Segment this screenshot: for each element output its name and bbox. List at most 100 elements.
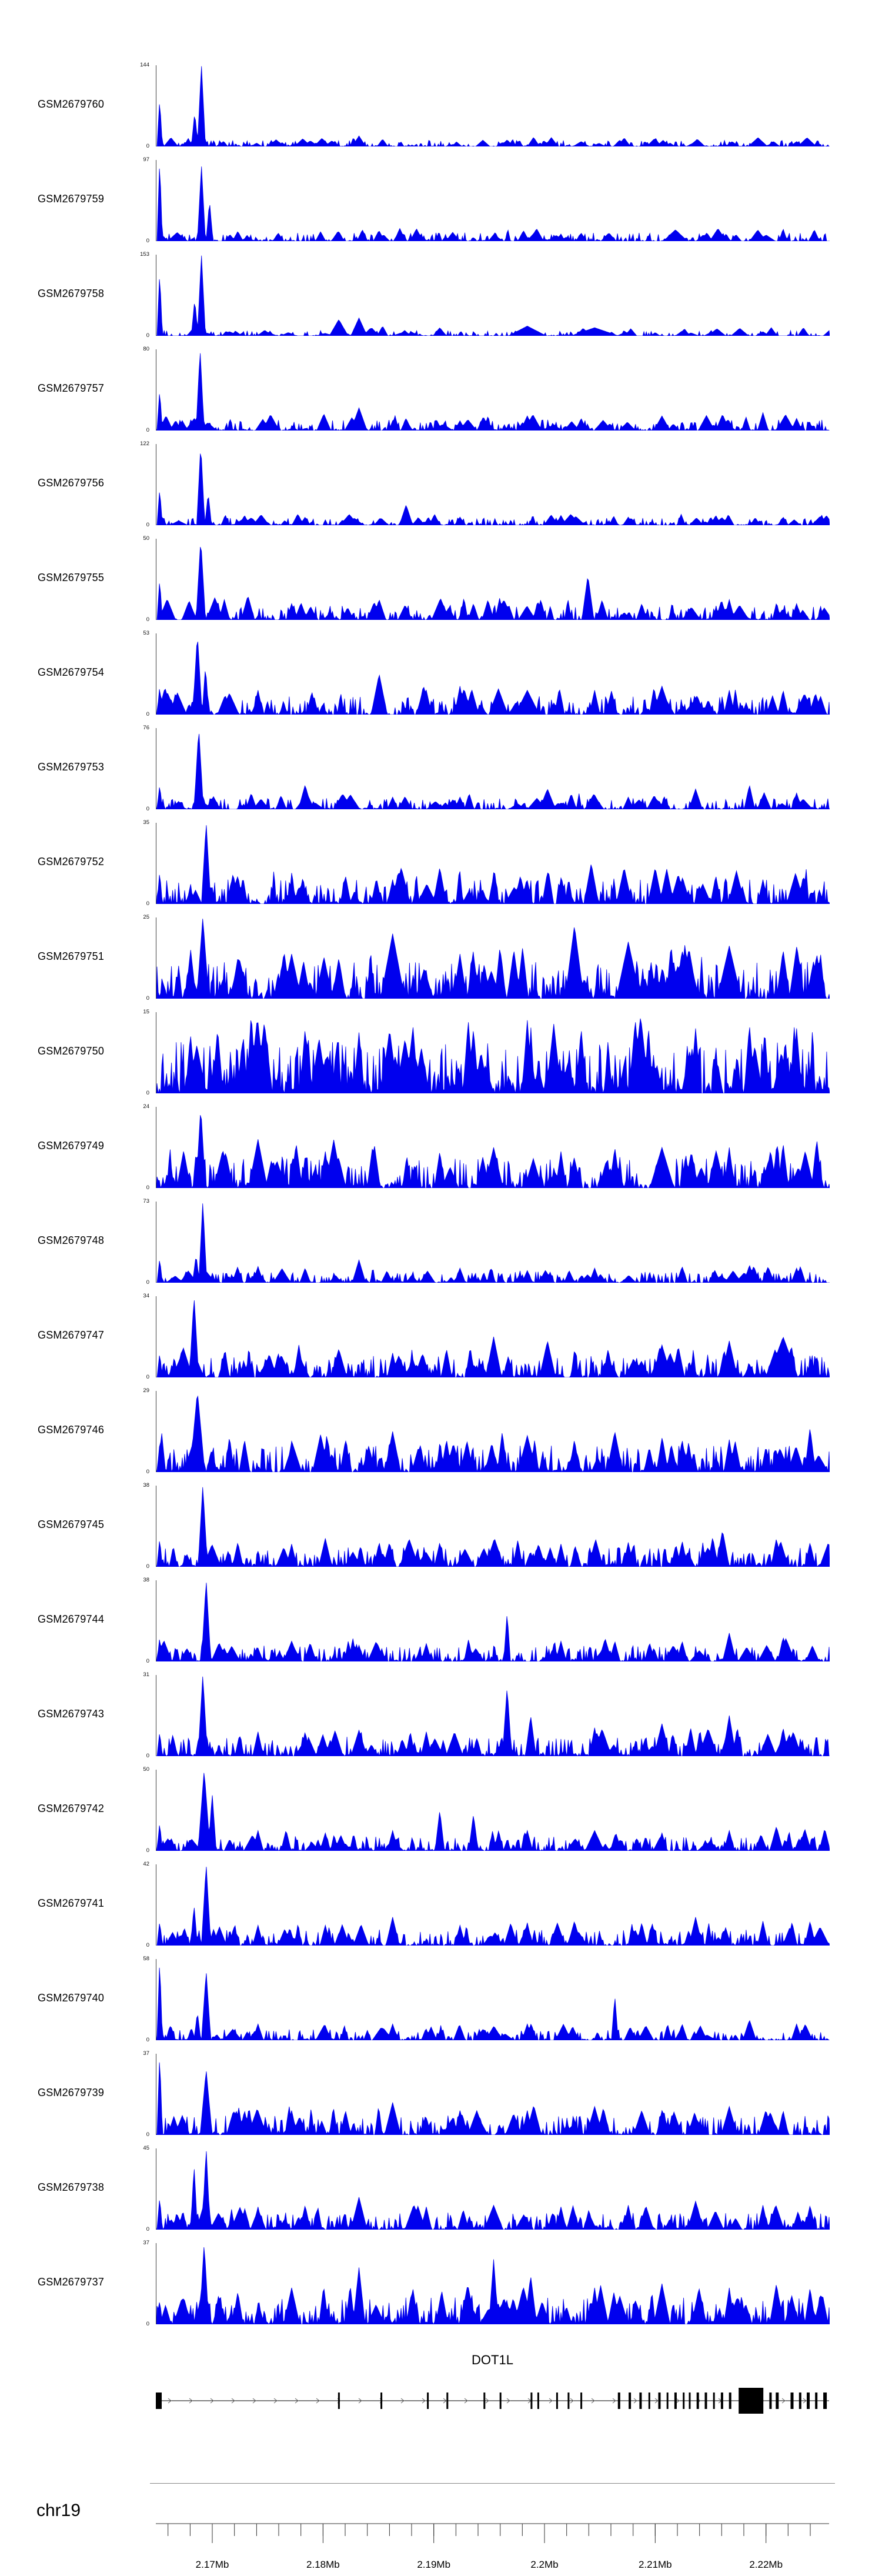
- y-axis-max-label: 122: [140, 441, 149, 447]
- track-label: GSM2679741: [38, 1897, 105, 1909]
- exon-block: [617, 2393, 620, 2409]
- strand-arrow-icon: [358, 2398, 362, 2404]
- coverage-signal-svg: [156, 1018, 830, 1093]
- track-row: GSM2679748 73 0: [0, 1198, 882, 1293]
- exon-block: [639, 2393, 642, 2409]
- coverage-signal-path: [156, 1300, 830, 1377]
- coverage-plot: [156, 1675, 830, 1756]
- coverage-plot: [156, 633, 830, 715]
- exon-block: [683, 2393, 685, 2409]
- y-axis-zero-label: 0: [146, 1279, 149, 1286]
- track-label: GSM2679737: [38, 2276, 105, 2288]
- coverage-signal-svg: [156, 1967, 830, 2040]
- coverage-signal-svg: [156, 1300, 830, 1377]
- y-axis-max-label: 37: [143, 2050, 149, 2057]
- track-row: GSM2679754 53 0: [0, 630, 882, 725]
- coverage-plot: [156, 65, 830, 146]
- exon-block: [580, 2393, 583, 2409]
- coverage-tracks: GSM2679760 144 0 GSM2679759 97 0 GSM2679…: [0, 62, 882, 2334]
- coverage-signal-svg: [156, 546, 830, 620]
- track-row: GSM2679739 37 0: [0, 2050, 882, 2145]
- track-row: GSM2679752 35 0: [0, 819, 882, 914]
- coverage-signal-svg: [156, 453, 830, 525]
- track-row: GSM2679753 76 0: [0, 725, 882, 819]
- coverage-plot: [156, 728, 830, 809]
- coverage-plot: [156, 1486, 830, 1567]
- exon-block: [629, 2393, 632, 2409]
- strand-arrow-icon: [485, 2398, 489, 2404]
- y-axis-zero-label: 0: [146, 1563, 149, 1570]
- coverage-signal-path: [156, 2247, 830, 2324]
- track-row: GSM2679756 122 0: [0, 441, 882, 535]
- y-axis-zero-label: 0: [146, 522, 149, 528]
- track-label: GSM2679747: [38, 1329, 105, 1341]
- y-axis-max-label: 29: [143, 1387, 149, 1394]
- coverage-signal-svg: [156, 1583, 830, 1661]
- coverage-plot: [156, 2243, 830, 2324]
- coverage-plot: [156, 1391, 830, 1472]
- y-axis-zero-label: 0: [146, 2226, 149, 2233]
- exon-block: [446, 2393, 449, 2409]
- track-label: GSM2679738: [38, 2181, 105, 2193]
- strand-arrow-icon: [210, 2398, 214, 2404]
- coverage-plot: [156, 349, 830, 431]
- track-row: GSM2679760 144 0: [0, 62, 882, 156]
- gene-model-track: [156, 2388, 829, 2414]
- coverage-signal-path: [156, 2062, 830, 2135]
- y-axis-max-label: 37: [143, 2240, 149, 2246]
- y-axis-max-label: 153: [140, 251, 149, 258]
- coverage-plot: [156, 1012, 830, 1093]
- exon-block: [790, 2393, 794, 2409]
- strand-arrow-icon: [781, 2398, 786, 2404]
- exon-block: [769, 2393, 772, 2409]
- exon-block: [807, 2393, 810, 2409]
- exon-block: [648, 2393, 650, 2409]
- track-label: GSM2679759: [38, 193, 105, 205]
- coverage-signal-path: [156, 1583, 830, 1661]
- coverage-signal-path: [156, 1018, 830, 1093]
- y-axis-zero-label: 0: [146, 1753, 149, 1759]
- strand-arrow-icon: [549, 2398, 553, 2404]
- coverage-signal-path: [156, 353, 830, 431]
- coverage-signal-path: [156, 166, 830, 241]
- exon-block: [815, 2393, 818, 2409]
- coverage-signal-path: [156, 255, 830, 336]
- y-axis-max-label: 38: [143, 1577, 149, 1583]
- exon-block: [658, 2393, 661, 2409]
- coverage-signal-svg: [156, 1867, 830, 1946]
- ruler-tick-label: 2.17Mb: [196, 2559, 229, 2570]
- y-axis-zero-label: 0: [146, 332, 149, 339]
- coverage-signal-svg: [156, 1115, 830, 1188]
- track-row: GSM2679750 15 0: [0, 1009, 882, 1103]
- track-label: GSM2679749: [38, 1140, 105, 1152]
- ruler-tick-label: 2.2Mb: [530, 2559, 558, 2570]
- coverage-signal-svg: [156, 1773, 830, 1851]
- exon-block: [666, 2393, 669, 2409]
- coverage-signal-path: [156, 66, 830, 146]
- y-axis-zero-label: 0: [146, 1469, 149, 1475]
- y-axis-max-label: 31: [143, 1671, 149, 1678]
- coverage-signal-path: [156, 1487, 830, 1567]
- track-row: GSM2679746 29 0: [0, 1387, 882, 1482]
- strand-arrow-icon: [443, 2398, 447, 2404]
- track-row: GSM2679759 97 0: [0, 156, 882, 251]
- coverage-plot: [156, 1202, 830, 1283]
- track-row: GSM2679751 25 0: [0, 914, 882, 1009]
- y-axis-zero-label: 0: [146, 806, 149, 812]
- coverage-plot: [156, 1580, 830, 1661]
- track-row: GSM2679744 38 0: [0, 1577, 882, 1671]
- strand-arrow-icon: [273, 2398, 278, 2404]
- exon-block: [823, 2393, 827, 2409]
- track-label: GSM2679739: [38, 2087, 105, 2098]
- strand-arrow-icon: [654, 2398, 659, 2404]
- coverage-signal-path: [156, 2151, 830, 2230]
- coverage-plot: [156, 255, 830, 336]
- strand-arrow-icon: [803, 2398, 807, 2404]
- track-label: GSM2679744: [38, 1613, 105, 1625]
- coverage-plot: [156, 1959, 830, 2040]
- track-label: GSM2679757: [38, 382, 105, 394]
- coverage-signal-svg: [156, 1676, 830, 1756]
- exon-block: [713, 2393, 715, 2409]
- coverage-signal-svg: [156, 919, 830, 999]
- exon-block: [556, 2393, 558, 2409]
